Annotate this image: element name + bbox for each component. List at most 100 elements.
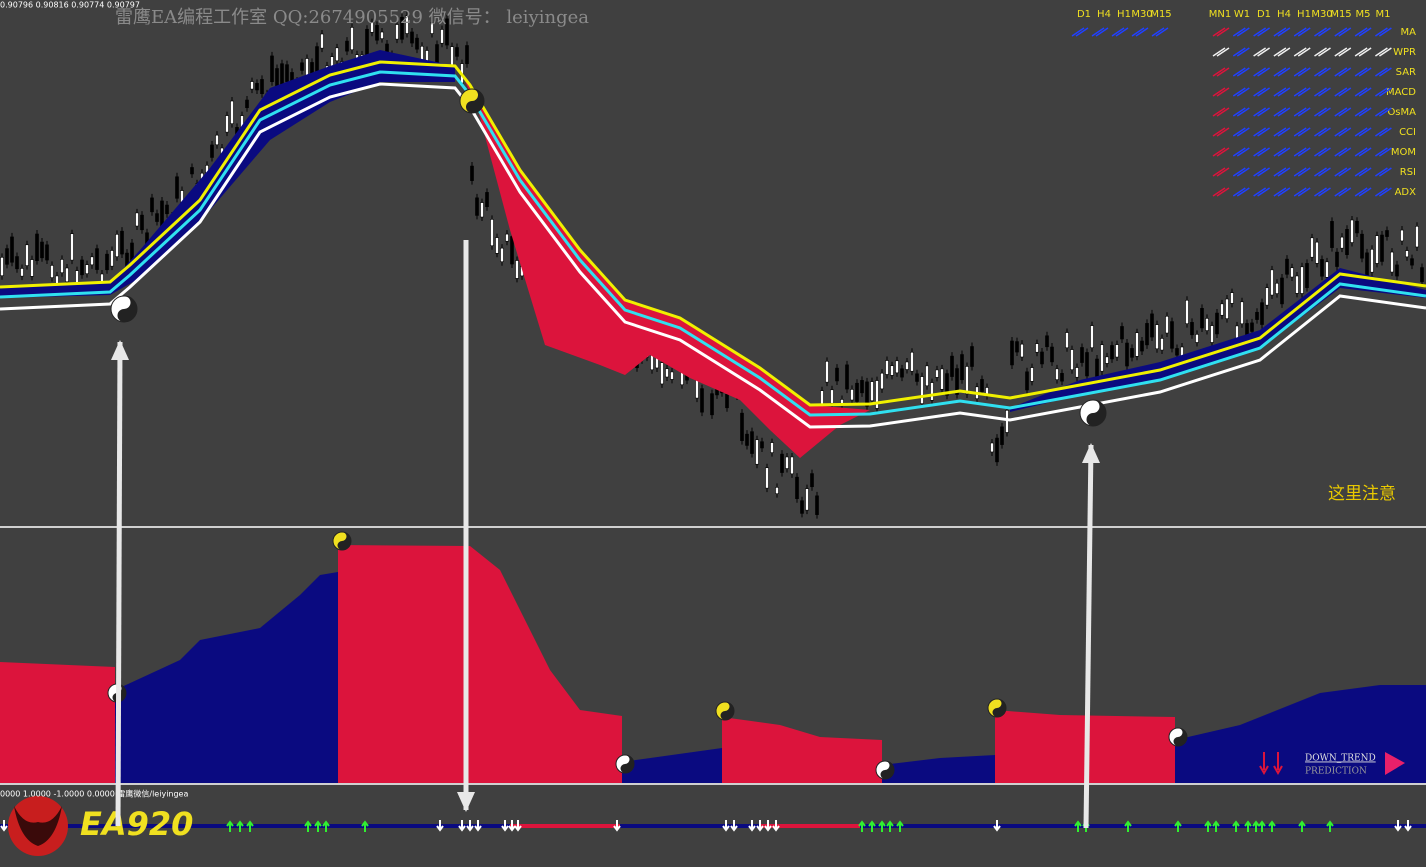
signal-icon bbox=[1293, 47, 1311, 57]
candle-body bbox=[475, 197, 479, 216]
up-arrow bbox=[1252, 820, 1260, 832]
up-arrow bbox=[304, 820, 312, 832]
candle-body bbox=[485, 192, 489, 208]
candle-body bbox=[980, 379, 984, 392]
candle-body bbox=[1090, 325, 1094, 349]
candle-body bbox=[1220, 303, 1224, 316]
down-arrow-head bbox=[1259, 765, 1269, 776]
candle-body bbox=[1420, 267, 1424, 282]
candle-body bbox=[1225, 298, 1229, 319]
signal-icon bbox=[1151, 27, 1169, 37]
candle-body bbox=[350, 27, 354, 51]
candle-body bbox=[1340, 236, 1344, 249]
candle-body bbox=[370, 22, 374, 33]
indicator-label: SAR bbox=[1396, 67, 1416, 78]
candle-body bbox=[795, 476, 799, 499]
candle-body bbox=[1070, 349, 1074, 371]
signal-icon bbox=[1334, 47, 1352, 57]
candle-body bbox=[165, 204, 169, 215]
down-arrow bbox=[756, 820, 764, 832]
indicator-label: WPR bbox=[1393, 47, 1416, 58]
candle-body bbox=[1085, 352, 1089, 377]
candle-body bbox=[0, 257, 4, 276]
up-arrow bbox=[878, 820, 886, 832]
candle-body bbox=[365, 28, 369, 56]
candle-body bbox=[830, 389, 834, 404]
signal-icon bbox=[1334, 87, 1352, 97]
candle-body bbox=[670, 371, 674, 380]
candle-body bbox=[150, 197, 154, 213]
candle-body bbox=[1400, 229, 1404, 242]
candle-body bbox=[665, 368, 669, 378]
signal-icon bbox=[1232, 147, 1250, 157]
indicator-label: MA bbox=[1401, 27, 1417, 38]
histogram-block bbox=[882, 755, 995, 783]
candle-body bbox=[1080, 347, 1084, 363]
candle-body bbox=[35, 233, 39, 261]
candle-body bbox=[470, 165, 474, 181]
candle-body bbox=[1135, 332, 1139, 357]
logo-text: EA920 bbox=[80, 805, 193, 843]
watermark: 雷鹰EA编程工作室 QQ:2674905529 微信号： leiyingea bbox=[115, 7, 589, 28]
down-arrow bbox=[458, 820, 466, 832]
yin-yang-half bbox=[620, 755, 634, 773]
histogram-block bbox=[1175, 685, 1426, 783]
down-arrow bbox=[501, 820, 509, 832]
signal-icon bbox=[1293, 27, 1311, 37]
candle-body bbox=[40, 241, 44, 259]
candle-body bbox=[380, 31, 384, 39]
down-arrow bbox=[730, 820, 738, 832]
up-arrow bbox=[1204, 820, 1212, 832]
candle-body bbox=[1060, 373, 1064, 382]
candle-body bbox=[245, 99, 249, 109]
candle-body bbox=[1130, 348, 1134, 358]
candle-body bbox=[800, 500, 804, 514]
candle-body bbox=[825, 361, 829, 383]
candle-body bbox=[1155, 324, 1159, 350]
candle-body bbox=[30, 259, 34, 277]
trend-line bbox=[0, 60, 1426, 407]
candle-body bbox=[1270, 269, 1274, 296]
candle-body bbox=[965, 366, 969, 395]
candle-body bbox=[905, 361, 909, 370]
up-arrow bbox=[1258, 820, 1266, 832]
candle-body bbox=[790, 456, 794, 475]
candle-body bbox=[65, 267, 69, 283]
candle-body bbox=[315, 46, 319, 73]
signal-icon bbox=[1374, 167, 1392, 177]
candle-body bbox=[815, 495, 819, 515]
candle-body bbox=[120, 230, 124, 255]
signal-icon bbox=[1314, 167, 1331, 177]
yin-yang-half bbox=[1173, 728, 1187, 746]
signal-icon bbox=[1314, 127, 1331, 137]
signal-icon bbox=[1354, 187, 1372, 197]
signal-icon bbox=[1232, 47, 1250, 57]
up-arrow bbox=[1326, 820, 1334, 832]
candle-body bbox=[1165, 315, 1169, 334]
candle-body bbox=[320, 33, 324, 49]
candle-body bbox=[925, 365, 929, 387]
up-arrow bbox=[1124, 820, 1132, 832]
candle-body bbox=[1360, 233, 1364, 259]
signal-icon bbox=[1293, 147, 1311, 157]
candle-body bbox=[1260, 302, 1264, 325]
candle-body bbox=[330, 56, 334, 67]
candle-body bbox=[1335, 251, 1339, 267]
candle-body bbox=[845, 364, 849, 390]
up-arrow bbox=[314, 820, 322, 832]
candle-body bbox=[495, 237, 499, 254]
candle-body bbox=[500, 247, 504, 263]
candle-body bbox=[700, 388, 704, 413]
candle-body bbox=[160, 200, 164, 227]
candle-body bbox=[1200, 308, 1204, 329]
candle-body bbox=[1330, 221, 1334, 248]
signal-icon bbox=[1212, 167, 1230, 177]
signal-icon bbox=[1131, 27, 1149, 37]
candle-body bbox=[415, 37, 419, 50]
candle-body bbox=[1350, 219, 1354, 243]
candle-body bbox=[1300, 266, 1304, 294]
timeframe-label: H1 bbox=[1297, 9, 1311, 20]
candle-body bbox=[1140, 340, 1144, 352]
candle-body bbox=[395, 24, 399, 40]
candle-body bbox=[95, 248, 99, 270]
